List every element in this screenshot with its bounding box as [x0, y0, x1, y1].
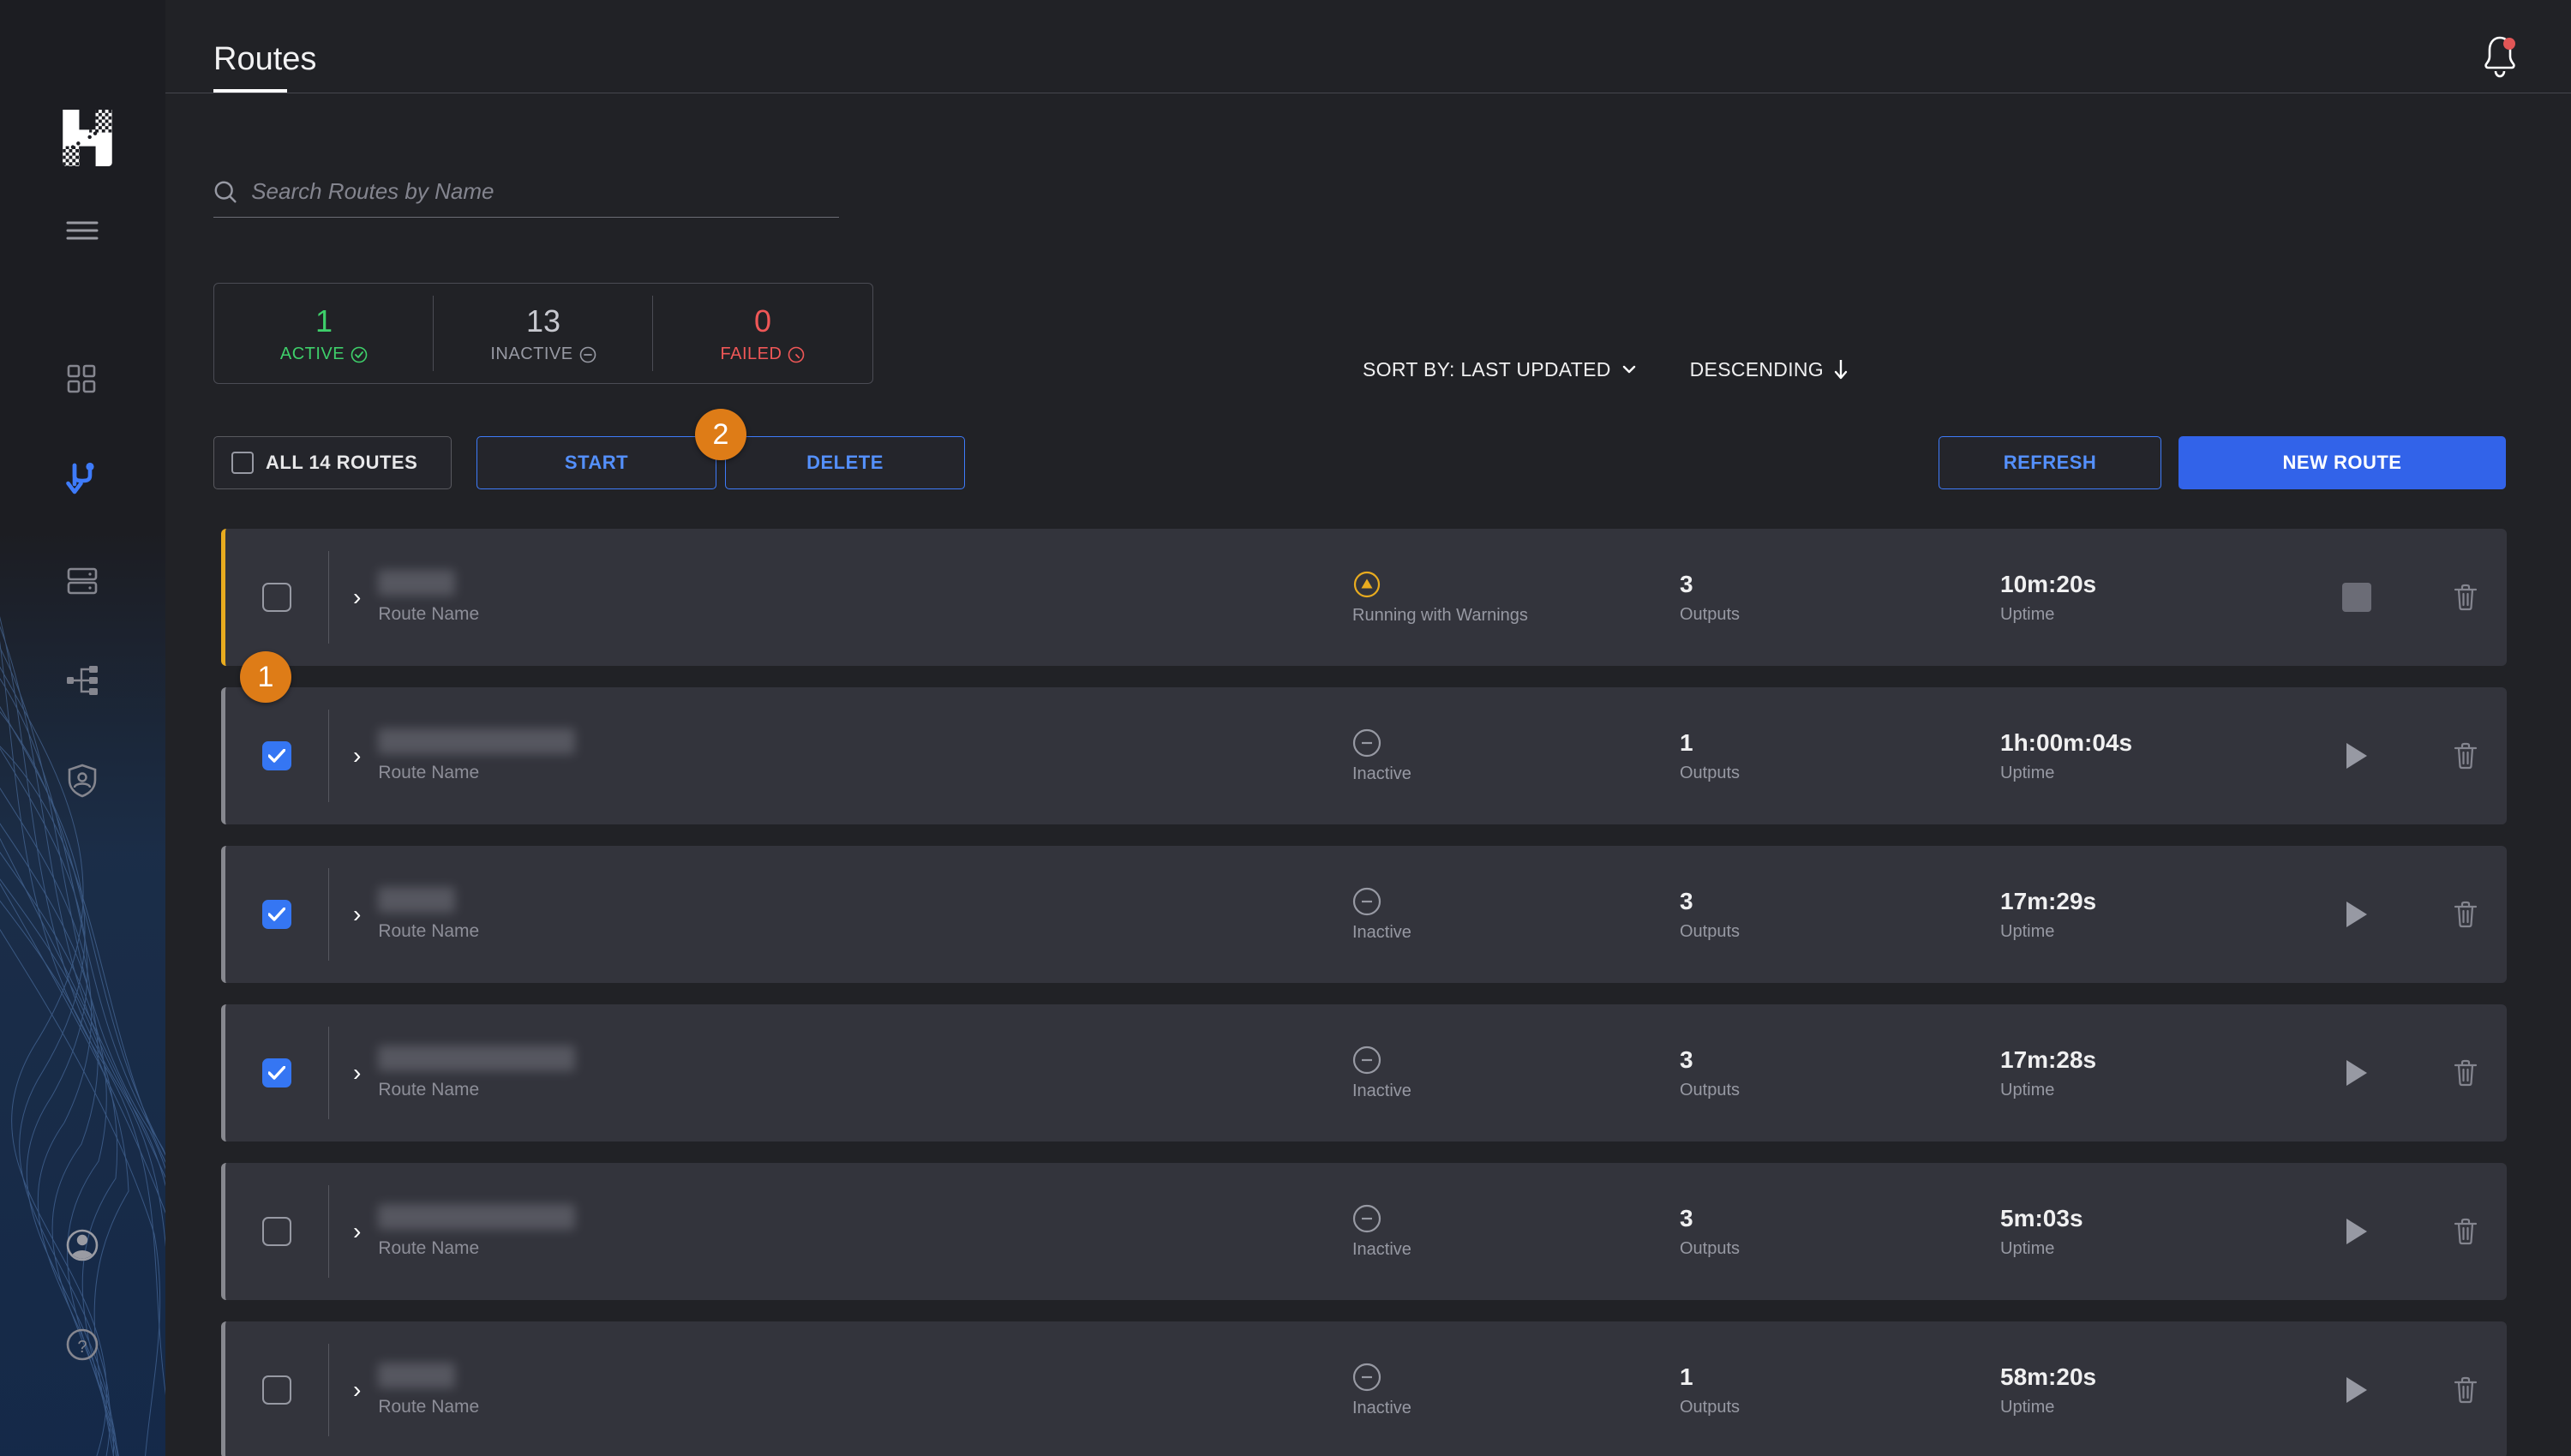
svg-text:?: ?: [77, 1338, 87, 1357]
